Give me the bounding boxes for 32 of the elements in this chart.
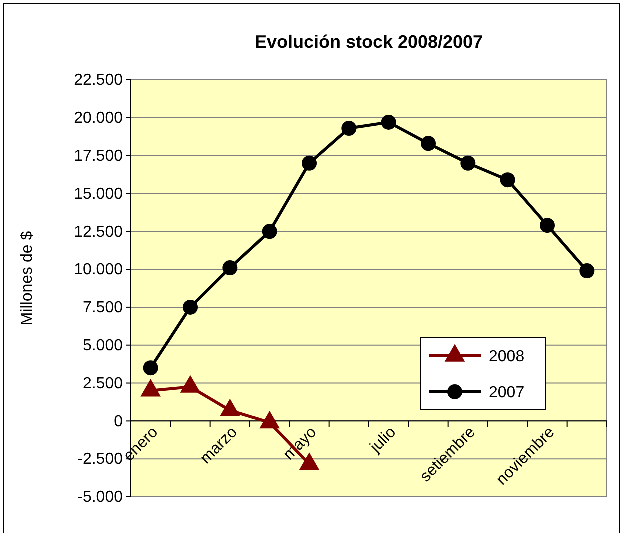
point <box>421 136 436 152</box>
point <box>302 156 317 171</box>
point <box>180 376 200 393</box>
y-tick-label: 12.500 <box>74 224 124 241</box>
y-tick-label: 15.000 <box>74 186 124 203</box>
legend-label: 2007 <box>489 384 525 402</box>
y-tick-label: 0 <box>114 413 124 430</box>
point <box>342 121 357 136</box>
chart-title: Evolución stock 2008/2007 <box>254 32 484 52</box>
y-tick-label: -2.500 <box>78 451 124 468</box>
y-tick-label: 7.500 <box>82 300 124 317</box>
y-tick-label: 5.000 <box>82 337 124 354</box>
y-axis-title: Millones de $ <box>19 231 36 326</box>
x-tick-label: julio <box>366 424 400 457</box>
point <box>222 260 238 276</box>
point <box>262 224 278 240</box>
point <box>500 172 516 188</box>
y-tick-label: 20.000 <box>74 110 124 128</box>
point <box>580 264 595 279</box>
y-tick-label: 10.000 <box>74 262 124 279</box>
y-tick-label: 17.500 <box>74 148 124 165</box>
point <box>540 218 555 234</box>
point <box>183 300 198 315</box>
y-tick-label: 22.500 <box>74 72 124 90</box>
point <box>220 399 240 416</box>
legend-label: 2008 <box>489 348 525 366</box>
point <box>141 380 161 397</box>
y-tick-label: -5.000 <box>78 489 124 506</box>
point <box>260 411 280 429</box>
point <box>460 156 476 171</box>
point <box>381 114 396 130</box>
y-tick-label: 2.500 <box>82 375 124 392</box>
